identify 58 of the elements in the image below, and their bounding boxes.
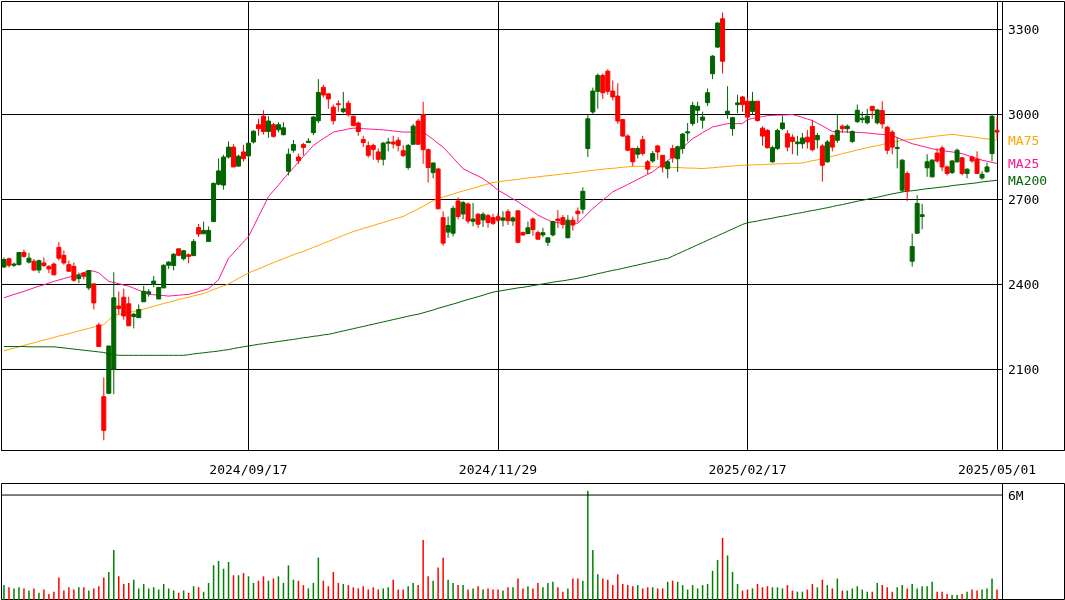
- candlestick: [540, 227, 546, 238]
- candlestick: [470, 202, 476, 227]
- candlestick: [879, 100, 885, 130]
- candlestick: [725, 85, 731, 120]
- line-series: [3, 133, 998, 352]
- candlestick: [86, 269, 92, 291]
- candlestick: [754, 100, 760, 123]
- candlestick: [919, 203, 925, 230]
- candlestick: [750, 91, 755, 116]
- candlestick: [959, 156, 965, 176]
- x-tick-label: 2025/02/17: [708, 461, 787, 477]
- y-tick-label: 2400: [1008, 277, 1040, 292]
- ref-line-label: 6M: [1008, 487, 1024, 503]
- series-label: MA25: [1008, 156, 1040, 172]
- candlestick: [580, 186, 586, 215]
- y-tick-label: 3300: [1008, 22, 1040, 38]
- candlestick: [285, 148, 291, 176]
- candlestick: [340, 91, 346, 114]
- candlestick: [500, 210, 506, 227]
- series-label: MA200: [1008, 172, 1048, 188]
- x-tick-label: 2024/11/29: [458, 461, 538, 477]
- y-tick-label: 3000: [1008, 107, 1040, 123]
- candlestick: [455, 197, 461, 220]
- candlestick: [819, 143, 825, 183]
- candlestick: [964, 167, 970, 179]
- candlestick: [690, 101, 696, 127]
- candlestick: [465, 201, 471, 225]
- candlestick: [994, 116, 1000, 140]
- candlestick: [909, 233, 915, 268]
- candlestick: [335, 99, 341, 113]
- series-label: MA75: [1008, 132, 1040, 148]
- candlestick: [710, 54, 716, 80]
- candlestick: [809, 119, 815, 152]
- candlestick: [480, 211, 486, 228]
- candlestick: [231, 143, 237, 168]
- candlestick: [460, 200, 466, 220]
- candlestick: [894, 136, 900, 169]
- candlestick: [640, 135, 646, 157]
- y-tick-label: 2100: [1008, 361, 1040, 377]
- candlestick: [824, 139, 830, 164]
- candlestick: [116, 291, 122, 315]
- candlestick: [904, 170, 910, 202]
- candlestick: [26, 252, 32, 265]
- candlestick: [265, 115, 271, 139]
- candlestick: [330, 104, 336, 125]
- candlestick: [600, 72, 606, 100]
- x-tick-label: 2024/09/17: [209, 461, 288, 477]
- candlestick: [410, 123, 416, 145]
- candlestick: [889, 129, 895, 155]
- candlestick: [405, 143, 411, 171]
- candlestick: [834, 114, 840, 144]
- candlestick: [929, 158, 935, 178]
- candlestick: [764, 128, 770, 150]
- candlestick: [96, 322, 102, 348]
- y-tick-label: 2700: [1008, 192, 1040, 208]
- x-tick-label: 2025/05/01: [957, 461, 1037, 477]
- candlestick: [789, 133, 795, 155]
- candlestick: [91, 282, 97, 310]
